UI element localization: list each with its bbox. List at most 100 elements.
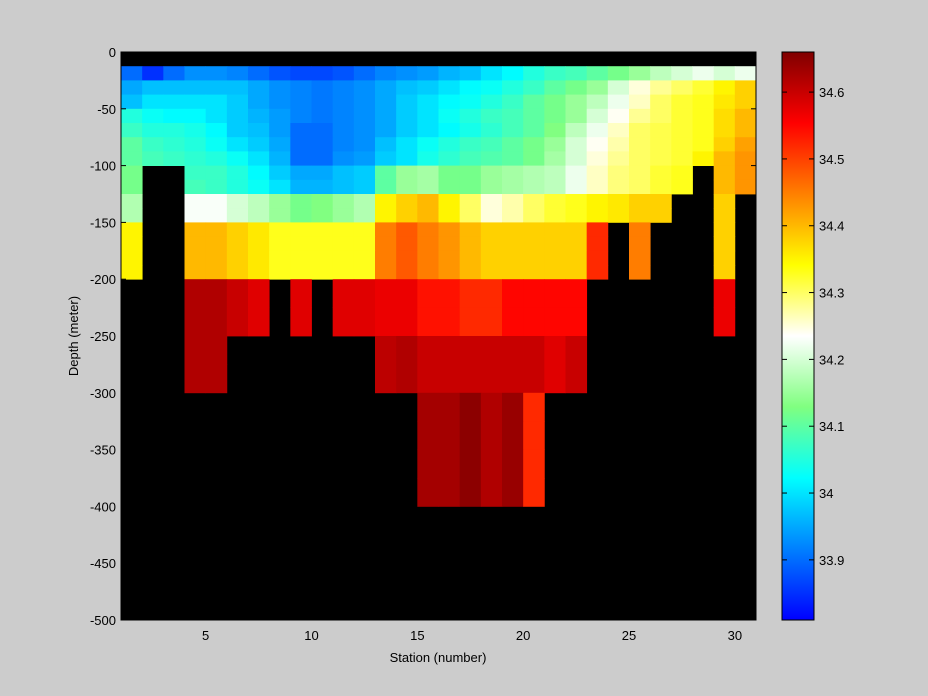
- heatmap-cell: [671, 94, 693, 110]
- heatmap-cell: [311, 250, 334, 266]
- heatmap-cell: [248, 137, 270, 152]
- heatmap-cell: [205, 94, 228, 110]
- heatmap-cell: [417, 250, 439, 266]
- heatmap-cell: [523, 94, 545, 110]
- heatmap-cell: [269, 108, 291, 124]
- heatmap-cell: [523, 123, 545, 138]
- heatmap-cell: [480, 194, 503, 209]
- heatmap-cell: [226, 137, 249, 152]
- heatmap-cell: [396, 80, 418, 95]
- heatmap-cell: [353, 250, 376, 266]
- heatmap-cell: [629, 137, 651, 152]
- heatmap-cell: [502, 108, 524, 124]
- heatmap-cell: [375, 94, 397, 110]
- heatmap-cell: [353, 123, 376, 138]
- heatmap-cell: [248, 222, 270, 237]
- heatmap-cell: [523, 222, 545, 237]
- heatmap-cell: [713, 123, 736, 138]
- heatmap-cell: [290, 108, 312, 124]
- x-tick-label: 15: [410, 628, 424, 643]
- heatmap-cell: [523, 151, 545, 166]
- heatmap-cell: [713, 165, 736, 181]
- heatmap-cell: [502, 392, 524, 422]
- heatmap-cell: [438, 179, 461, 195]
- heatmap-cell: [438, 80, 461, 95]
- heatmap-cell: [417, 151, 439, 166]
- heatmap-cell: [290, 66, 312, 81]
- heatmap-cell: [713, 80, 736, 95]
- heatmap-cell: [121, 208, 143, 223]
- heatmap-cell: [332, 279, 355, 308]
- heatmap-cell: [459, 421, 482, 450]
- heatmap-cell: [480, 392, 503, 422]
- heatmap-cell: [459, 336, 482, 365]
- heatmap-cell: [629, 108, 651, 124]
- heatmap-cell: [353, 307, 376, 337]
- heatmap-cell: [650, 151, 672, 166]
- heatmap-cell: [248, 265, 270, 280]
- heatmap-cell: [438, 194, 461, 209]
- heatmap-cell: [544, 364, 566, 394]
- heatmap-cell: [544, 208, 566, 223]
- heatmap-cell: [544, 179, 566, 195]
- heatmap-cell: [607, 80, 630, 95]
- heatmap-cell: [650, 80, 672, 95]
- heatmap-cell: [607, 208, 630, 223]
- heatmap-cell: [607, 94, 630, 110]
- heatmap-cell: [565, 279, 588, 308]
- heatmap-cell: [248, 165, 270, 181]
- heatmap-cell: [142, 94, 164, 110]
- heatmap-cell: [290, 222, 312, 237]
- heatmap-cell: [121, 165, 143, 181]
- y-tick-label: -200: [90, 272, 116, 287]
- heatmap-cell: [544, 94, 566, 110]
- heatmap-cell: [184, 208, 207, 223]
- heatmap-cell: [502, 279, 524, 308]
- heatmap-cell: [375, 279, 397, 308]
- heatmap-cell: [142, 80, 164, 95]
- heatmap-cell: [226, 123, 249, 138]
- heatmap-cell: [523, 208, 545, 223]
- heatmap-cell: [713, 250, 736, 266]
- heatmap-cell: [438, 236, 461, 252]
- heatmap-cell: [565, 236, 588, 252]
- heatmap-cell: [480, 250, 503, 266]
- x-tick-label: 25: [622, 628, 636, 643]
- heatmap-cell: [417, 137, 439, 152]
- heatmap-cell: [205, 265, 228, 280]
- heatmap-cell: [629, 66, 651, 81]
- heatmap-cell: [459, 250, 482, 266]
- heatmap-cell: [502, 179, 524, 195]
- heatmap-cell: [565, 364, 588, 394]
- heatmap-cell: [290, 165, 312, 181]
- heatmap-cell: [565, 336, 588, 365]
- y-axis: 0 -50 -100 -150 -200 -250 -300 -350 -400 -450 -500: [90, 45, 756, 628]
- heatmap-cell: [353, 208, 376, 223]
- heatmap-cell: [417, 222, 439, 237]
- heatmap-cell: [248, 307, 270, 337]
- heatmap-cell: [417, 94, 439, 110]
- heatmap-cell: [311, 236, 334, 252]
- heatmap-cell: [544, 194, 566, 209]
- heatmap-cell: [459, 80, 482, 95]
- heatmap-cell: [396, 194, 418, 209]
- heatmap-cell: [290, 250, 312, 266]
- heatmap-cell: [184, 123, 207, 138]
- heatmap-cell: [586, 179, 609, 195]
- heatmap-cell: [502, 265, 524, 280]
- heatmap-cell: [565, 151, 588, 166]
- heatmap-cell: [523, 265, 545, 280]
- heatmap-cell: [417, 80, 439, 95]
- heatmap-cell: [438, 108, 461, 124]
- heatmap-cell: [417, 421, 439, 450]
- heatmap-cell: [269, 222, 291, 237]
- heatmap-cell: [565, 123, 588, 138]
- heatmap-cell: [502, 222, 524, 237]
- heatmap-cell: [734, 80, 757, 95]
- heatmap-cell: [396, 165, 418, 181]
- heatmap-cell: [290, 194, 312, 209]
- heatmap-cell: [184, 80, 207, 95]
- heatmap-cell: [311, 151, 334, 166]
- heatmap-cell: [375, 336, 397, 365]
- heatmap-cell: [121, 123, 143, 138]
